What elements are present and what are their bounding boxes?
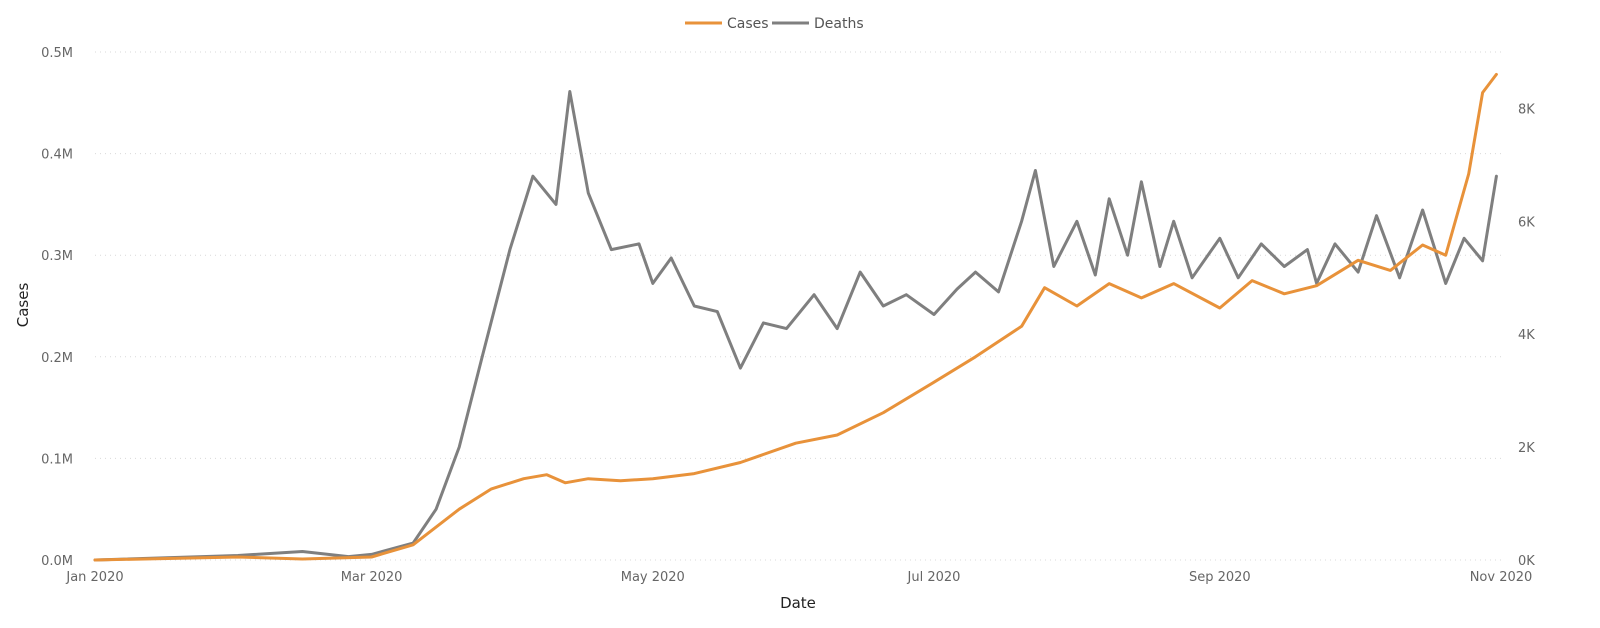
legend-label-cases[interactable]: Cases <box>727 16 769 32</box>
axes: 0.0M 0.1M 0.2M 0.3M 0.4M 0.5M 0K 2K 4K 6K 8K Jan 20… <box>41 46 1535 585</box>
series-lines <box>93 72 1498 562</box>
x-tick-label: Sep 2020 <box>1189 570 1251 585</box>
y2-tick-label: 0K <box>1518 554 1535 569</box>
x-tick-label: Jul 2020 <box>907 570 961 585</box>
y2-tick-label: 6K <box>1518 215 1535 230</box>
y-tick-label: 0.2M <box>41 351 73 366</box>
x-tick-label: Jan 2020 <box>65 570 123 585</box>
series-line-cases <box>93 72 1498 562</box>
series-line-deaths <box>93 90 1498 562</box>
y2-tick-label: 8K <box>1518 102 1535 117</box>
y2-tick-label: 4K <box>1518 328 1535 343</box>
x-tick-label: May 2020 <box>621 570 685 585</box>
x-tick-label: Mar 2020 <box>341 570 403 585</box>
y-tick-label: 0.0M <box>41 554 73 569</box>
y-tick-label: 0.4M <box>41 148 73 163</box>
gridlines <box>95 51 1501 561</box>
legend[interactable]: Cases Deaths <box>685 16 864 32</box>
y-tick-label: 0.3M <box>41 249 73 264</box>
x-tick-label: Nov 2020 <box>1470 570 1533 585</box>
y2-tick-label: 2K <box>1518 441 1535 456</box>
y-tick-label: 0.1M <box>41 452 73 467</box>
y-tick-label: 0.5M <box>41 46 73 61</box>
x-axis-title: Date <box>780 594 816 612</box>
legend-label-deaths[interactable]: Deaths <box>814 16 864 32</box>
y-axis-title: Cases <box>14 283 32 328</box>
